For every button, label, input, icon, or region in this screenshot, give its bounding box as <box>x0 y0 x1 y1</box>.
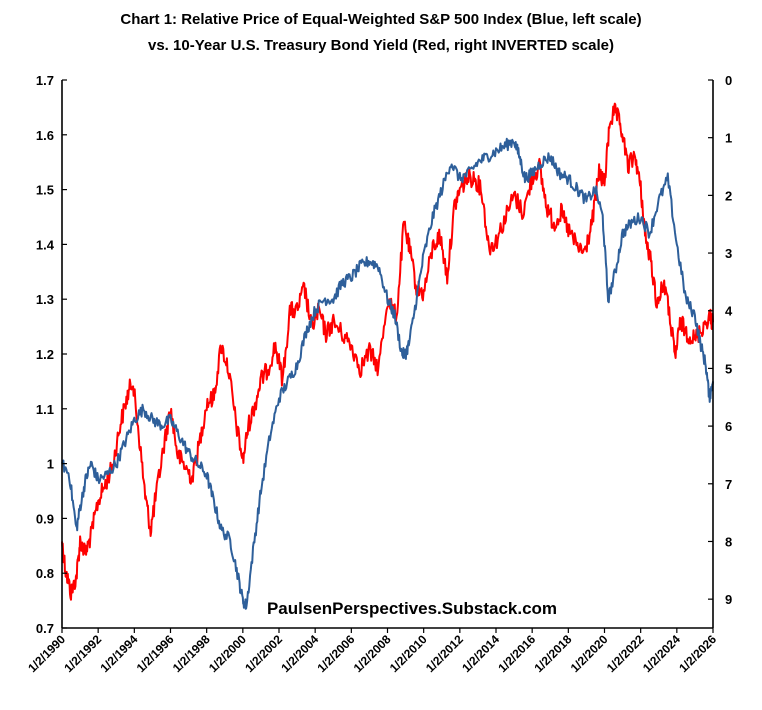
left-y-tick-label: 1.6 <box>36 128 54 143</box>
right-y-tick-label: 2 <box>725 188 732 203</box>
left-y-tick-label: 1.4 <box>36 237 55 252</box>
right-y-tick-label: 9 <box>725 592 732 607</box>
left-y-tick-label: 1 <box>47 457 54 472</box>
left-y-tick-label: 0.8 <box>36 566 54 581</box>
right-y-tick-label: 5 <box>725 361 732 376</box>
left-y-tick-label: 0.9 <box>36 511 54 526</box>
right-y-tick-label: 8 <box>725 534 732 549</box>
series-line-equal-weighted-sp500 <box>61 137 714 610</box>
left-y-tick-label: 1.3 <box>36 292 54 307</box>
left-y-tick-label: 1.5 <box>36 183 54 198</box>
left-y-tick-label: 1.7 <box>36 73 54 88</box>
chart-title: Chart 1: Relative Price of Equal-Weighte… <box>120 11 641 28</box>
right-y-tick-label: 7 <box>725 477 732 492</box>
left-y-tick-label: 1.2 <box>36 347 54 362</box>
right-y-tick-label: 1 <box>725 131 732 146</box>
right-y-tick-label: 0 <box>725 73 732 88</box>
right-y-tick-label: 6 <box>725 419 732 434</box>
right-y-tick-label: 4 <box>725 304 733 319</box>
chart-subtitle: vs. 10-Year U.S. Treasury Bond Yield (Re… <box>148 37 614 54</box>
source-annotation: PaulsenPerspectives.Substack.com <box>267 599 557 618</box>
series-line-10yr-treasury-yield <box>61 102 714 601</box>
right-y-tick-label: 3 <box>725 246 732 261</box>
left-y-tick-label: 0.7 <box>36 621 54 636</box>
left-y-tick-label: 1.1 <box>36 402 54 417</box>
